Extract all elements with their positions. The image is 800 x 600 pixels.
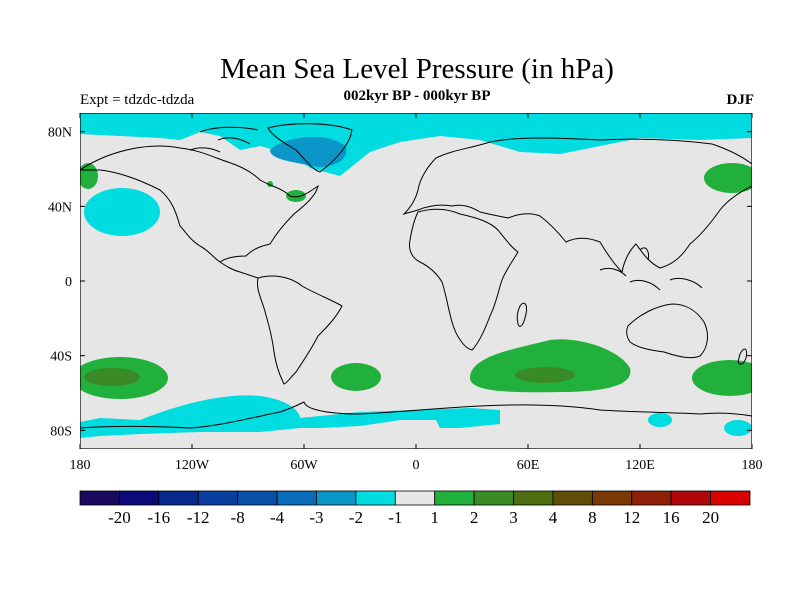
- colorbar-label: -20: [108, 508, 131, 527]
- y-tick-label: 40N: [48, 200, 72, 215]
- antarctica-coast: [80, 401, 752, 429]
- longitude-axis: 180 120W 60W 0 60E 120E 180: [70, 113, 763, 473]
- greenland-low: [270, 136, 347, 167]
- colorbar-label: -1: [388, 508, 402, 527]
- season-label: DJF: [726, 92, 755, 108]
- x-tick-label: 60E: [517, 458, 540, 473]
- colorbar-label: 4: [549, 508, 558, 527]
- colorbar-label: 2: [470, 508, 479, 527]
- new-zealand-coast: [737, 348, 747, 365]
- ross-sea-negative: [724, 420, 752, 436]
- x-tick-label: 120W: [175, 458, 210, 473]
- colorbar-label: 20: [702, 508, 719, 527]
- southern-ocean-negative: [648, 413, 672, 427]
- north-pacific-edge-positive: [80, 163, 98, 189]
- north-pacific-negative: [84, 188, 160, 236]
- colorbar-label: 8: [588, 508, 597, 527]
- x-tick-label: 120E: [625, 458, 655, 473]
- latitude-axis: 80N 40N 0 40S 80S: [48, 126, 752, 439]
- south-pacific-positive-core: [84, 368, 140, 386]
- y-tick-label: 80N: [48, 126, 72, 141]
- colorbar-swatch: [394, 490, 436, 506]
- colorbar-swatch: [710, 490, 751, 506]
- map-panel: [80, 113, 752, 449]
- colorbar-swatch: [434, 490, 475, 506]
- colorbar-swatch: [631, 490, 672, 506]
- colorbar-label: -16: [147, 508, 170, 527]
- colorbar-label: 12: [623, 508, 640, 527]
- colorbar-label: -8: [231, 508, 245, 527]
- colorbar: -20 -16 -12 -8 -4 -3 -2 -1 1 2 3 4 8 12 16 20: [79, 490, 751, 527]
- colorbar-swatch: [355, 490, 396, 506]
- map-title: Mean Sea Level Pressure (in hPa): [220, 53, 614, 85]
- africa-coast: [409, 208, 519, 351]
- colorbar-swatch: [276, 490, 317, 506]
- north-america-coast: [80, 145, 319, 263]
- colorbar-swatch: [316, 490, 357, 506]
- coastlines: [80, 123, 752, 429]
- period-label: 002kyr BP - 000kyr BP: [343, 88, 491, 104]
- map-background: [80, 113, 752, 449]
- australia-coast: [626, 303, 708, 359]
- colorbar-label: -12: [187, 508, 210, 527]
- colorbar-swatch: [158, 490, 199, 506]
- eurasia-coast: [402, 137, 752, 274]
- colorbar-swatch: [552, 490, 593, 506]
- colorbar-label: 16: [663, 508, 680, 527]
- y-tick-label: 0: [65, 275, 72, 290]
- colorbar-label: -4: [270, 508, 285, 527]
- x-tick-label: 180: [70, 458, 91, 473]
- colorbar-swatch: [79, 490, 120, 506]
- colorbar-label: -3: [309, 508, 323, 527]
- arctic-islands-coast: [189, 126, 259, 153]
- tasman-positive: [692, 360, 752, 396]
- y-tick-label: 80S: [50, 424, 72, 439]
- north-atlantic-positive: [286, 190, 306, 202]
- colorbar-swatch: [670, 490, 711, 506]
- nw-pacific-positive: [704, 163, 752, 193]
- central-america-coast: [219, 261, 259, 279]
- colorbar-label: -2: [349, 508, 363, 527]
- colorbar-swatch: [591, 490, 633, 506]
- maritime-continent-coast: [599, 247, 703, 291]
- colorbar-swatch: [513, 490, 554, 506]
- x-tick-label: 0: [413, 458, 420, 473]
- colorbar-swatch: [473, 490, 514, 506]
- x-tick-label: 60W: [290, 458, 318, 473]
- south-america-coast: [257, 275, 343, 385]
- colorbar-label: 3: [509, 508, 518, 527]
- colorbar-swatch: [237, 490, 278, 506]
- greenland-coast: [267, 123, 353, 173]
- south-atlantic-positive: [331, 363, 381, 391]
- colorbar-swatch: [197, 490, 239, 506]
- madagascar-coast: [516, 302, 527, 327]
- colorbar-label: 1: [430, 508, 439, 527]
- indian-ocean-positive-core: [515, 367, 575, 383]
- indian-ocean-positive: [470, 339, 631, 393]
- y-tick-label: 40S: [50, 350, 72, 365]
- x-tick-label: 180: [742, 458, 763, 473]
- colorbar-swatch: [119, 490, 160, 506]
- experiment-label: Expt = tdzdc-tdzda: [80, 92, 195, 108]
